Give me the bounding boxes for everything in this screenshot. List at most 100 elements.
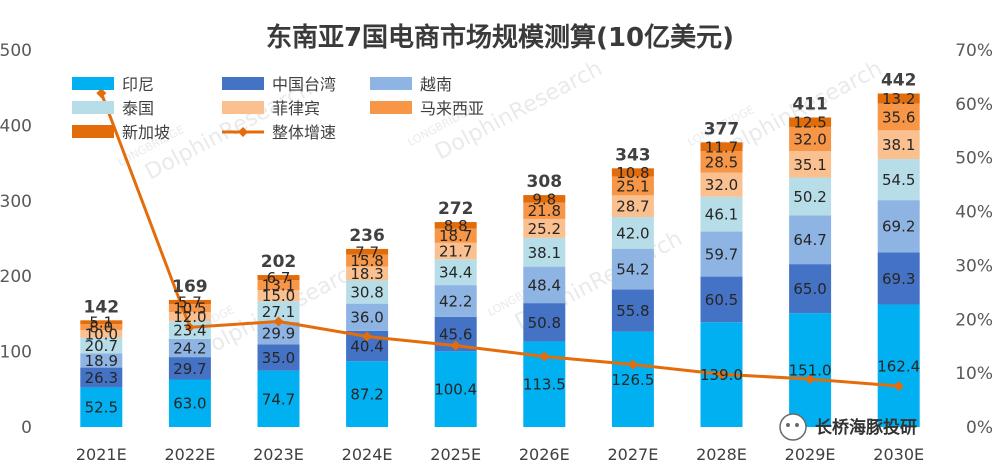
segment-value-label: 13.1 bbox=[262, 277, 295, 295]
bar-segment bbox=[434, 259, 477, 286]
x-tick-label: 2029E bbox=[785, 445, 836, 464]
total-value-label: 202 bbox=[261, 252, 297, 272]
total-value-label: 236 bbox=[349, 226, 385, 246]
bar-segment bbox=[80, 337, 123, 354]
segment-value-label: 29.9 bbox=[262, 325, 295, 343]
legend-label: 马来西亚 bbox=[420, 99, 484, 118]
left-tick-label: 0 bbox=[21, 418, 32, 438]
x-tick-label: 2022E bbox=[164, 445, 215, 464]
left-tick-label: 100 bbox=[0, 343, 32, 363]
growth-line-point bbox=[273, 316, 284, 327]
wechat-icon-dot bbox=[786, 423, 790, 427]
bar-segment bbox=[346, 303, 389, 331]
segment-value-label: 139.0 bbox=[700, 366, 743, 384]
segment-labels: 52.526.318.920.710.08.05.163.029.724.223… bbox=[85, 90, 921, 417]
bar-segment bbox=[80, 324, 123, 331]
bar-segment bbox=[611, 168, 654, 177]
segment-value-label: 29.7 bbox=[173, 360, 206, 378]
left-axis: 0 100 200 300 400 500 bbox=[0, 41, 32, 438]
bar-segment bbox=[257, 344, 300, 371]
segment-value-label: 9.8 bbox=[532, 190, 556, 208]
legend-label: 中国台湾 bbox=[272, 75, 336, 94]
segment-value-label: 35.1 bbox=[793, 156, 826, 174]
segment-value-label: 18.9 bbox=[85, 352, 118, 370]
bar-segment bbox=[434, 242, 477, 260]
segment-value-label: 69.2 bbox=[882, 218, 915, 236]
bar-segment bbox=[789, 215, 832, 265]
x-axis: 2021E 2022E 2023E 2024E 2025E 2026E 2027E 2028E… bbox=[76, 445, 924, 464]
bar-series bbox=[80, 93, 920, 427]
bar-segment bbox=[168, 304, 211, 313]
segment-value-label: 50.8 bbox=[528, 314, 561, 332]
bar-segment bbox=[257, 301, 300, 322]
bar-segment bbox=[700, 172, 743, 197]
growth-line-point bbox=[539, 351, 550, 362]
x-tick-label: 2025E bbox=[430, 445, 481, 464]
segment-value-label: 15.0 bbox=[262, 287, 295, 305]
growth-line-point bbox=[893, 381, 904, 392]
right-tick-label: 10% bbox=[955, 364, 993, 384]
x-tick-label: 2021E bbox=[76, 445, 127, 464]
right-tick-label: 50% bbox=[955, 149, 993, 169]
wechat-icon bbox=[779, 413, 807, 441]
segment-value-label: 36.0 bbox=[350, 309, 383, 327]
segment-value-label: 18.7 bbox=[439, 227, 472, 245]
segment-value-label: 113.5 bbox=[523, 376, 566, 394]
bar-segment bbox=[168, 299, 211, 305]
segment-value-label: 25.2 bbox=[528, 220, 561, 238]
bar-segment bbox=[80, 367, 123, 388]
bar-segment bbox=[700, 142, 743, 152]
brand-logo: 长桥海豚投研 bbox=[779, 413, 917, 441]
bar-segment bbox=[434, 351, 477, 427]
bar-segment bbox=[523, 266, 566, 304]
growth-line-point bbox=[716, 369, 727, 380]
bar-segment bbox=[346, 266, 389, 281]
segment-value-label: 15.8 bbox=[350, 252, 383, 270]
bar-segment bbox=[257, 289, 300, 302]
left-tick-label: 400 bbox=[0, 116, 32, 136]
bar-segment bbox=[80, 320, 123, 325]
bar-segment bbox=[877, 200, 920, 253]
legend-swatch bbox=[222, 101, 264, 114]
legend-label: 印尼 bbox=[122, 75, 154, 94]
legend-swatch bbox=[72, 101, 114, 114]
brand-name: 长桥海豚投研 bbox=[815, 417, 917, 438]
bar-segment bbox=[789, 177, 832, 216]
segment-value-label: 21.7 bbox=[439, 242, 472, 260]
x-tick-label: 2023E bbox=[253, 445, 304, 464]
bar-segment bbox=[700, 231, 743, 277]
segment-value-label: 45.6 bbox=[439, 326, 472, 344]
segment-value-label: 59.7 bbox=[705, 246, 738, 264]
right-tick-label: 70% bbox=[955, 41, 993, 61]
x-tick-label: 2026E bbox=[519, 445, 570, 464]
segment-value-label: 26.3 bbox=[85, 369, 118, 387]
growth-line-point bbox=[362, 331, 373, 342]
bar-segment bbox=[346, 248, 389, 255]
bar-segment bbox=[789, 126, 832, 152]
segment-value-label: 6.7 bbox=[267, 269, 291, 287]
bar-segment bbox=[434, 228, 477, 243]
bar-segment bbox=[611, 176, 654, 196]
segment-value-label: 64.7 bbox=[793, 231, 826, 249]
bar-segment bbox=[611, 289, 654, 332]
growth-line-path bbox=[99, 92, 899, 388]
bar-segment bbox=[523, 195, 566, 203]
legend-line-marker bbox=[238, 127, 248, 137]
legend-swatch bbox=[222, 77, 264, 90]
segment-value-label: 28.5 bbox=[705, 153, 738, 171]
legend-label: 整体增速 bbox=[272, 123, 336, 142]
right-tick-label: 20% bbox=[955, 310, 993, 330]
growth-line-point bbox=[184, 322, 195, 333]
bar-segment bbox=[523, 303, 566, 342]
bar-segment bbox=[877, 130, 920, 160]
legend-swatch bbox=[370, 101, 412, 114]
bar-segment bbox=[168, 312, 211, 322]
bar-segment bbox=[523, 237, 566, 267]
segment-value-label: 40.4 bbox=[350, 338, 383, 356]
bar-segment bbox=[257, 321, 300, 345]
segment-value-label: 162.4 bbox=[877, 357, 920, 375]
bar-segment bbox=[877, 252, 920, 305]
bar-segment bbox=[434, 285, 477, 317]
segment-value-label: 24.2 bbox=[173, 339, 206, 357]
